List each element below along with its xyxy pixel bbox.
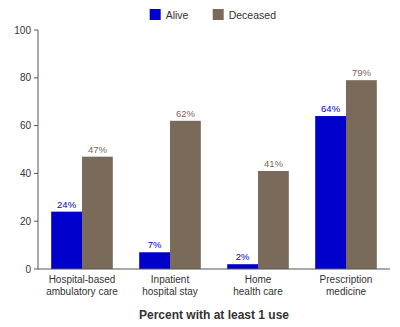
y-tick-label: 60: [20, 120, 32, 131]
legend-label: Alive: [166, 9, 189, 21]
data-label: 62%: [176, 108, 196, 119]
x-tick-label-line: ambulatory care: [46, 286, 118, 297]
bars: [51, 80, 377, 269]
y-tick-label: 80: [20, 72, 32, 83]
legend-swatch: [150, 9, 161, 20]
x-tick-label-line: Prescription: [320, 274, 373, 285]
x-tick-label: Hospital-basedambulatory care: [46, 274, 118, 297]
legend-label: Deceased: [229, 9, 276, 21]
x-tick-label-line: Inpatient: [151, 274, 190, 285]
y-tick: [34, 221, 38, 222]
data-label: 64%: [321, 103, 341, 114]
y-tick: [34, 269, 38, 270]
x-tick-label: Prescriptionmedicine: [320, 274, 373, 297]
chart: 0 20 40 60 80 100 24% 7% 2% 64% 47% 62% 41% 79% Hospit…: [0, 0, 400, 327]
bar: [315, 116, 346, 269]
x-tick-label: Homehealth care: [233, 274, 283, 297]
x-tick-label: Inpatienthospital stay: [142, 274, 198, 297]
y-tick: [34, 173, 38, 174]
y-tick: [34, 125, 38, 126]
y-tick-label: 20: [20, 216, 32, 227]
x-axis-label: Percent with at least 1 use: [139, 308, 289, 322]
bar: [346, 80, 377, 269]
bar: [170, 121, 201, 269]
legend: Alive Deceased: [150, 9, 276, 21]
bar: [139, 252, 170, 269]
data-label: 79%: [352, 67, 372, 78]
y-tick-label: 100: [14, 25, 31, 36]
data-label: 41%: [264, 158, 284, 169]
data-label: 24%: [57, 199, 77, 210]
bar: [82, 157, 113, 269]
bar: [51, 212, 82, 269]
y-tick: [34, 77, 38, 78]
y-tick: [34, 30, 38, 31]
x-tick-label-line: Home: [245, 274, 272, 285]
x-tick-label-line: medicine: [326, 286, 366, 297]
x-tick-label-line: health care: [233, 286, 283, 297]
data-label: 47%: [88, 144, 108, 155]
y-axis-line: [38, 30, 39, 269]
y-tick-label: 40: [20, 168, 32, 179]
bar: [227, 264, 258, 269]
legend-swatch: [213, 9, 224, 20]
bar: [258, 171, 289, 269]
data-label: 2%: [236, 251, 250, 262]
y-tick-label: 0: [25, 264, 31, 275]
x-tick-label-line: Hospital-based: [49, 274, 116, 285]
data-label: 7%: [148, 239, 162, 250]
x-axis-line: [38, 269, 390, 270]
x-tick-label-line: hospital stay: [142, 286, 198, 297]
